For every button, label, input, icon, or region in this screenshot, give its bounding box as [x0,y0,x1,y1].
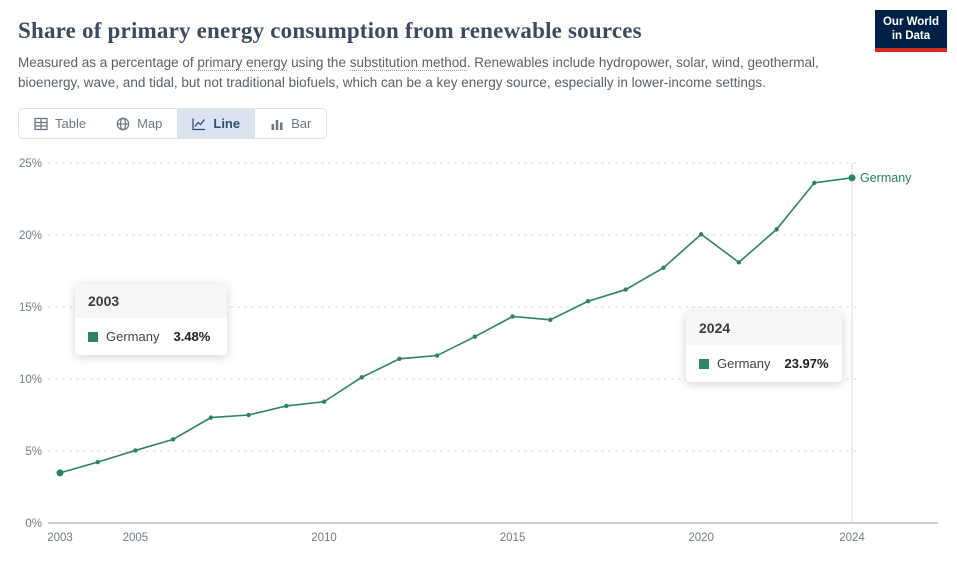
owid-logo-line2: in Data [891,30,931,43]
tab-label: Bar [291,116,312,132]
svg-text:5%: 5% [25,446,42,458]
tooltip-entity: Germany [717,356,771,372]
tooltip-2024: 2024 Germany 23.97% [686,311,842,383]
tooltip-row: Germany 23.97% [686,345,842,383]
subtitle-text: . Renewables include hydropower, solar, … [18,55,819,90]
germany-swatch [699,358,709,369]
svg-text:2024: 2024 [839,532,865,544]
svg-text:2015: 2015 [500,532,526,544]
subtitle-text: Measured as a percentage of [18,55,198,70]
chart-header: Share of primary energy consumption from… [0,0,957,92]
tooltip-year: 2003 [75,284,227,319]
tab-map[interactable]: Map [101,109,177,138]
germany-swatch [88,331,98,342]
svg-text:0%: 0% [25,518,42,530]
tooltip-2003: 2003 Germany 3.48% [75,284,227,356]
primary-energy-link[interactable]: primary energy [197,55,288,71]
view-tabs: Table Map Line Bar [18,108,328,140]
page-title: Share of primary energy consumption from… [18,18,642,43]
globe-icon [116,117,130,131]
bar-chart-icon [270,117,284,131]
tab-bar[interactable]: Bar [255,109,326,138]
svg-text:10%: 10% [19,374,42,386]
svg-text:2003: 2003 [47,532,73,544]
tooltip-row: Germany 3.48% [75,318,227,356]
tab-label: Map [137,116,163,132]
subtitle-text: using the [287,55,350,70]
svg-text:25%: 25% [19,158,42,170]
tooltip-value: 3.48% [173,329,211,345]
tab-label: Table [55,116,87,132]
tab-line[interactable]: Line [177,109,256,139]
owid-logo[interactable]: Our World in Data [874,10,947,52]
svg-text:2005: 2005 [123,532,149,544]
page-subtitle: Measured as a percentage of primary ener… [18,53,833,92]
tooltip-year: 2024 [686,311,842,346]
table-icon [34,117,48,131]
svg-text:2020: 2020 [688,532,714,544]
substitution-method-link[interactable]: substitution method [349,55,467,71]
tab-label: Line [213,116,241,132]
chart-area: 0% 5% 10% 15% 20% 25% 2003 2005 2010 2015 2020 2024… [0,151,957,560]
owid-logo-line1: Our World [882,16,939,28]
svg-text:20%: 20% [19,230,42,242]
svg-text:15%: 15% [19,302,42,314]
tooltip-value: 23.97% [784,356,829,372]
line-chart-icon [192,117,206,131]
line-chart[interactable]: 0% 5% 10% 15% 20% 25% 2003 2005 2010 2015 2020 2024… [0,151,957,560]
tooltip-entity: Germany [106,329,160,345]
svg-text:2010: 2010 [311,532,337,544]
tab-table[interactable]: Table [19,109,101,138]
svg-text:Germany: Germany [860,171,912,185]
